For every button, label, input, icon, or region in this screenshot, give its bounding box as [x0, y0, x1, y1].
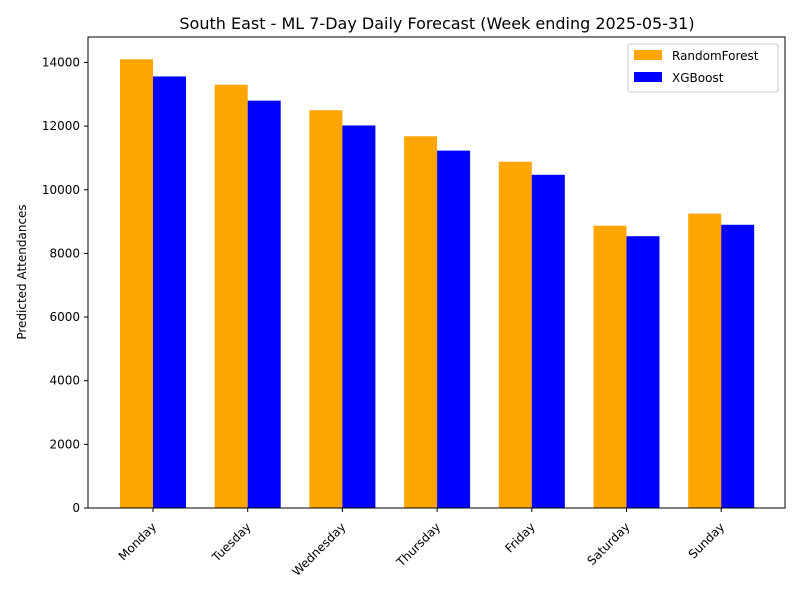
- x-tick-label-monday: Monday: [116, 520, 159, 563]
- bar-randomforest-sunday: [688, 213, 722, 508]
- legend-label-randomforest: RandomForest: [672, 49, 759, 63]
- legend: RandomForest XGBoost: [627, 43, 779, 93]
- bar-randomforest-tuesday: [214, 84, 248, 509]
- legend-label-xgboost: XGBoost: [672, 71, 724, 85]
- legend-swatch-xgboost: [634, 72, 662, 82]
- legend-box: [627, 43, 779, 93]
- x-tick-label-tuesday: Tuesday: [209, 520, 254, 565]
- bar-randomforest-monday: [120, 59, 153, 508]
- bar-randomforest-thursday: [404, 136, 438, 509]
- plot-frame: [87, 36, 786, 509]
- bar-xgboost-saturday: [626, 236, 660, 508]
- x-tick-label-wednesday: Wednesday: [289, 520, 348, 579]
- bar-xgboost-tuesday: [247, 100, 281, 508]
- y-tick-label: 10000: [42, 183, 80, 197]
- legend-swatch-randomforest: [634, 50, 662, 60]
- x-tick-label-sunday: Sunday: [686, 520, 728, 562]
- chart-title: South East - ML 7-Day Daily Forecast (We…: [179, 14, 694, 33]
- y-axis-label: Predicted Attendances: [15, 204, 29, 339]
- x-axis: Monday Tuesday Wednesday Thursday Friday Satu…: [116, 508, 728, 579]
- bar-xgboost-sunday: [721, 224, 755, 508]
- bar-xgboost-thursday: [437, 150, 471, 508]
- y-tick-label: 6000: [49, 310, 80, 324]
- bar-xgboost-monday: [153, 76, 186, 509]
- x-tick-label-thursday: Thursday: [393, 520, 443, 570]
- bar-randomforest-friday: [498, 161, 532, 509]
- y-tick-label: 4000: [49, 374, 80, 388]
- bar-xgboost-wednesday: [342, 125, 376, 508]
- x-tick-label-friday: Friday: [502, 520, 538, 556]
- y-axis: 0 2000 4000 6000 8000 10000 12000 14000: [42, 55, 88, 515]
- bars-group: [120, 59, 755, 509]
- y-tick-label: 14000: [42, 55, 80, 69]
- x-tick-label-saturday: Saturday: [584, 520, 632, 568]
- y-tick-label: 8000: [49, 246, 80, 260]
- y-tick-label: 0: [72, 501, 80, 515]
- y-tick-label: 12000: [42, 119, 80, 133]
- bar-randomforest-saturday: [593, 225, 627, 508]
- bar-xgboost-friday: [531, 174, 565, 509]
- bar-randomforest-wednesday: [309, 110, 343, 508]
- y-tick-label: 2000: [49, 437, 80, 451]
